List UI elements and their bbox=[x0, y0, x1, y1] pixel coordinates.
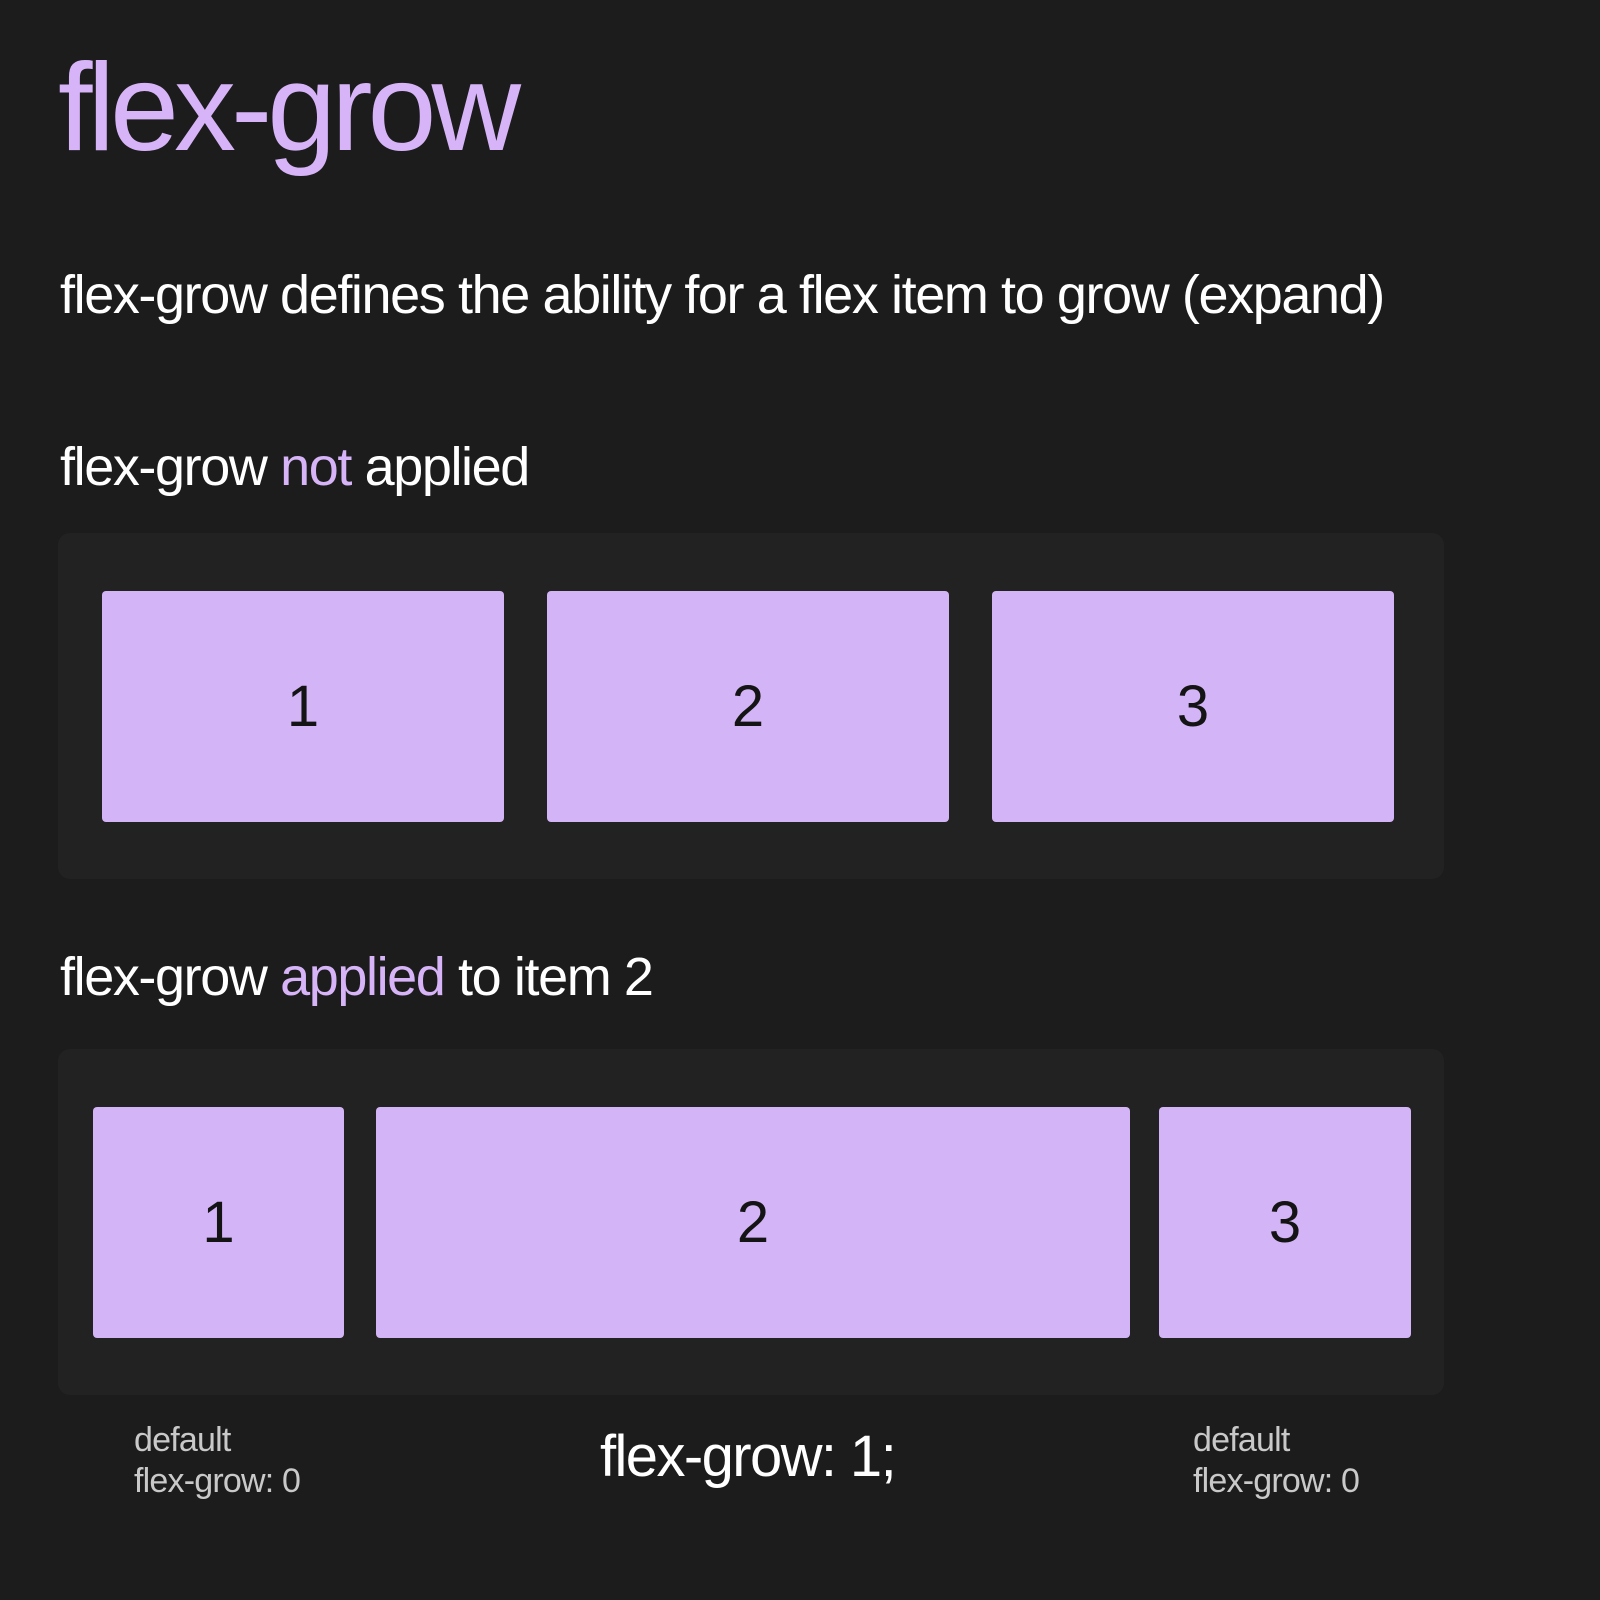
page-title: flex-grow bbox=[58, 39, 521, 177]
annotation-item-3: default flex-grow: 0 bbox=[1193, 1420, 1360, 1502]
annotation-item-2: flex-grow: 1; bbox=[600, 1424, 897, 1489]
heading-suffix: applied bbox=[364, 437, 531, 497]
annotation-value: flex-grow: 0 bbox=[134, 1462, 301, 1500]
section-heading-applied: flex-grow applied to item 2 bbox=[60, 947, 654, 1007]
heading-prefix: flex-grow bbox=[60, 947, 268, 1007]
flex-container-not-applied: 1 2 3 bbox=[58, 533, 1444, 879]
annotation-item-1: default flex-grow: 0 bbox=[134, 1420, 301, 1502]
flex-item-3: 3 bbox=[992, 591, 1394, 822]
annotation-label: default bbox=[1193, 1421, 1290, 1459]
flex-item-1: 1 bbox=[102, 591, 504, 822]
flex-item-2-grown: 2 bbox=[376, 1107, 1130, 1338]
flex-item-2: 2 bbox=[547, 591, 949, 822]
section-heading-not-applied: flex-grow not applied bbox=[60, 437, 531, 497]
heading-suffix: to item 2 bbox=[458, 947, 654, 1007]
heading-prefix: flex-grow bbox=[60, 437, 268, 497]
flex-item-1: 1 bbox=[93, 1107, 344, 1338]
heading-accent: applied bbox=[280, 947, 446, 1007]
flex-item-3: 3 bbox=[1159, 1107, 1411, 1338]
flex-container-applied: 1 2 3 bbox=[58, 1049, 1444, 1395]
heading-accent: not bbox=[280, 437, 352, 497]
description-text: flex-grow defines the ability for a flex… bbox=[60, 265, 1385, 325]
annotation-value: flex-grow: 0 bbox=[1193, 1462, 1360, 1500]
annotation-label: default bbox=[134, 1421, 231, 1459]
